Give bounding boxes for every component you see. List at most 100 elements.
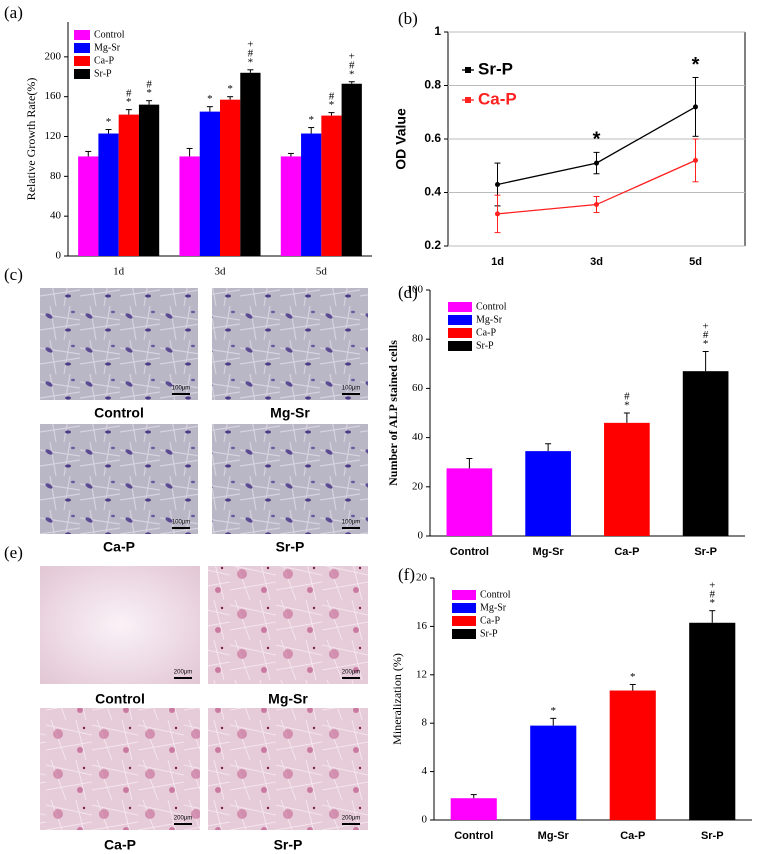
bar	[280, 156, 302, 256]
x-tick-label: 5d	[316, 266, 328, 278]
x-tick-label: Control	[454, 830, 493, 842]
significance-mark: *	[551, 705, 557, 717]
legend-label: Ca-P	[478, 89, 517, 108]
panel-label: (e)	[4, 543, 23, 562]
marker	[693, 157, 698, 163]
scale-label: 100μm	[342, 520, 360, 526]
scale-label: 200μm	[174, 816, 192, 822]
image-caption: Control	[95, 691, 145, 707]
panel-label: (b)	[398, 9, 418, 28]
x-tick-label: Sr-P	[701, 830, 724, 842]
legend-label: Mg-Sr	[480, 602, 507, 613]
y-tick-label: 40	[412, 431, 424, 443]
y-tick-label: 160	[45, 90, 62, 102]
scale-label: 100μm	[172, 520, 190, 526]
scale-label: 100μm	[172, 386, 190, 392]
marker	[495, 211, 500, 217]
bar	[220, 99, 241, 256]
significance-mark: *	[630, 671, 636, 683]
y-tick-label: 1	[434, 24, 441, 38]
legend-swatch	[452, 590, 476, 600]
y-axis-label: Number of ALP stained cells	[386, 340, 400, 486]
significance-mark: #	[703, 329, 709, 341]
y-tick-label: 120	[45, 130, 62, 142]
micrograph	[40, 424, 198, 534]
y-tick-label: 60	[412, 382, 424, 394]
legend-swatch	[452, 616, 476, 626]
significance-mark: *	[207, 93, 213, 105]
legend-swatch	[452, 603, 476, 613]
bar	[78, 156, 99, 256]
panel-label: (f)	[398, 565, 415, 584]
bar	[240, 72, 261, 256]
significance-mark: *	[308, 114, 314, 126]
y-tick-label: 8	[422, 717, 428, 729]
bar	[118, 114, 139, 257]
bar	[446, 468, 493, 536]
legend-label: Sr-P	[480, 628, 498, 639]
y-tick-label: 0.8	[424, 78, 441, 92]
y-tick-label: 0	[422, 814, 428, 826]
significance-mark: #	[710, 588, 716, 600]
x-tick-label: Mg-Sr	[533, 546, 565, 558]
significance-mark: #	[248, 48, 254, 60]
scale-label: 100μm	[342, 386, 360, 392]
significance-mark: *	[106, 116, 112, 128]
legend-swatch	[448, 302, 472, 312]
y-tick-label: 20	[416, 572, 428, 584]
micrograph	[40, 708, 200, 830]
legend-label: Ca-P	[94, 55, 114, 66]
image-caption: Sr-P	[276, 539, 305, 555]
image-caption: Sr-P	[274, 837, 303, 853]
significance-mark: *	[703, 338, 709, 350]
micrograph	[212, 288, 368, 400]
legend-marker	[465, 97, 471, 103]
legend-swatch	[74, 56, 90, 66]
significance-mark: #	[329, 90, 335, 102]
bar	[98, 133, 119, 256]
significance-mark: *	[248, 56, 254, 68]
y-tick-label: 100	[407, 284, 424, 296]
y-tick-label: 40	[50, 210, 62, 222]
legend-label: Ca-P	[480, 615, 500, 626]
bar	[530, 725, 577, 820]
significance-mark: #	[349, 59, 355, 71]
significance-mark: +	[709, 580, 715, 592]
x-tick-label: Sr-P	[694, 546, 717, 558]
legend-swatch	[448, 328, 472, 338]
y-axis-label: Relative Growth Rate(%)	[24, 78, 38, 201]
bar	[450, 798, 497, 820]
panel-label: (d)	[398, 283, 418, 302]
bar	[689, 622, 736, 820]
legend-label: Mg-Sr	[476, 314, 503, 325]
significance-mark: *	[126, 96, 132, 108]
significance-mark: +	[703, 320, 709, 332]
x-tick-label: Mg-Sr	[538, 830, 570, 842]
y-tick-label: 80	[412, 333, 424, 345]
y-tick-label: 0.2	[424, 238, 441, 252]
y-tick-label: 0.6	[424, 131, 441, 145]
bar	[604, 422, 650, 536]
y-tick-label: 0	[56, 250, 62, 262]
x-tick-label: 3d	[215, 266, 227, 278]
marker	[594, 202, 599, 208]
bar	[609, 690, 656, 820]
y-axis-label: Mineralization (%)	[390, 653, 404, 745]
legend-swatch	[452, 629, 476, 639]
legend-label: Ca-P	[476, 327, 496, 338]
micrograph	[40, 566, 200, 684]
x-tick-label: Ca-P	[620, 830, 645, 842]
micrograph	[208, 708, 368, 830]
bar	[138, 104, 160, 256]
legend-label: Control	[480, 589, 511, 600]
y-tick-label: 80	[50, 170, 62, 182]
scale-label: 200μm	[174, 670, 192, 676]
significance-mark: *	[349, 68, 355, 80]
micrograph	[208, 566, 368, 684]
significance-mark: #	[126, 87, 132, 99]
significance-mark: #	[624, 391, 630, 403]
micrograph	[212, 424, 368, 534]
bar	[179, 156, 200, 256]
legend-swatch	[74, 43, 90, 53]
scale-label: 200μm	[342, 670, 360, 676]
